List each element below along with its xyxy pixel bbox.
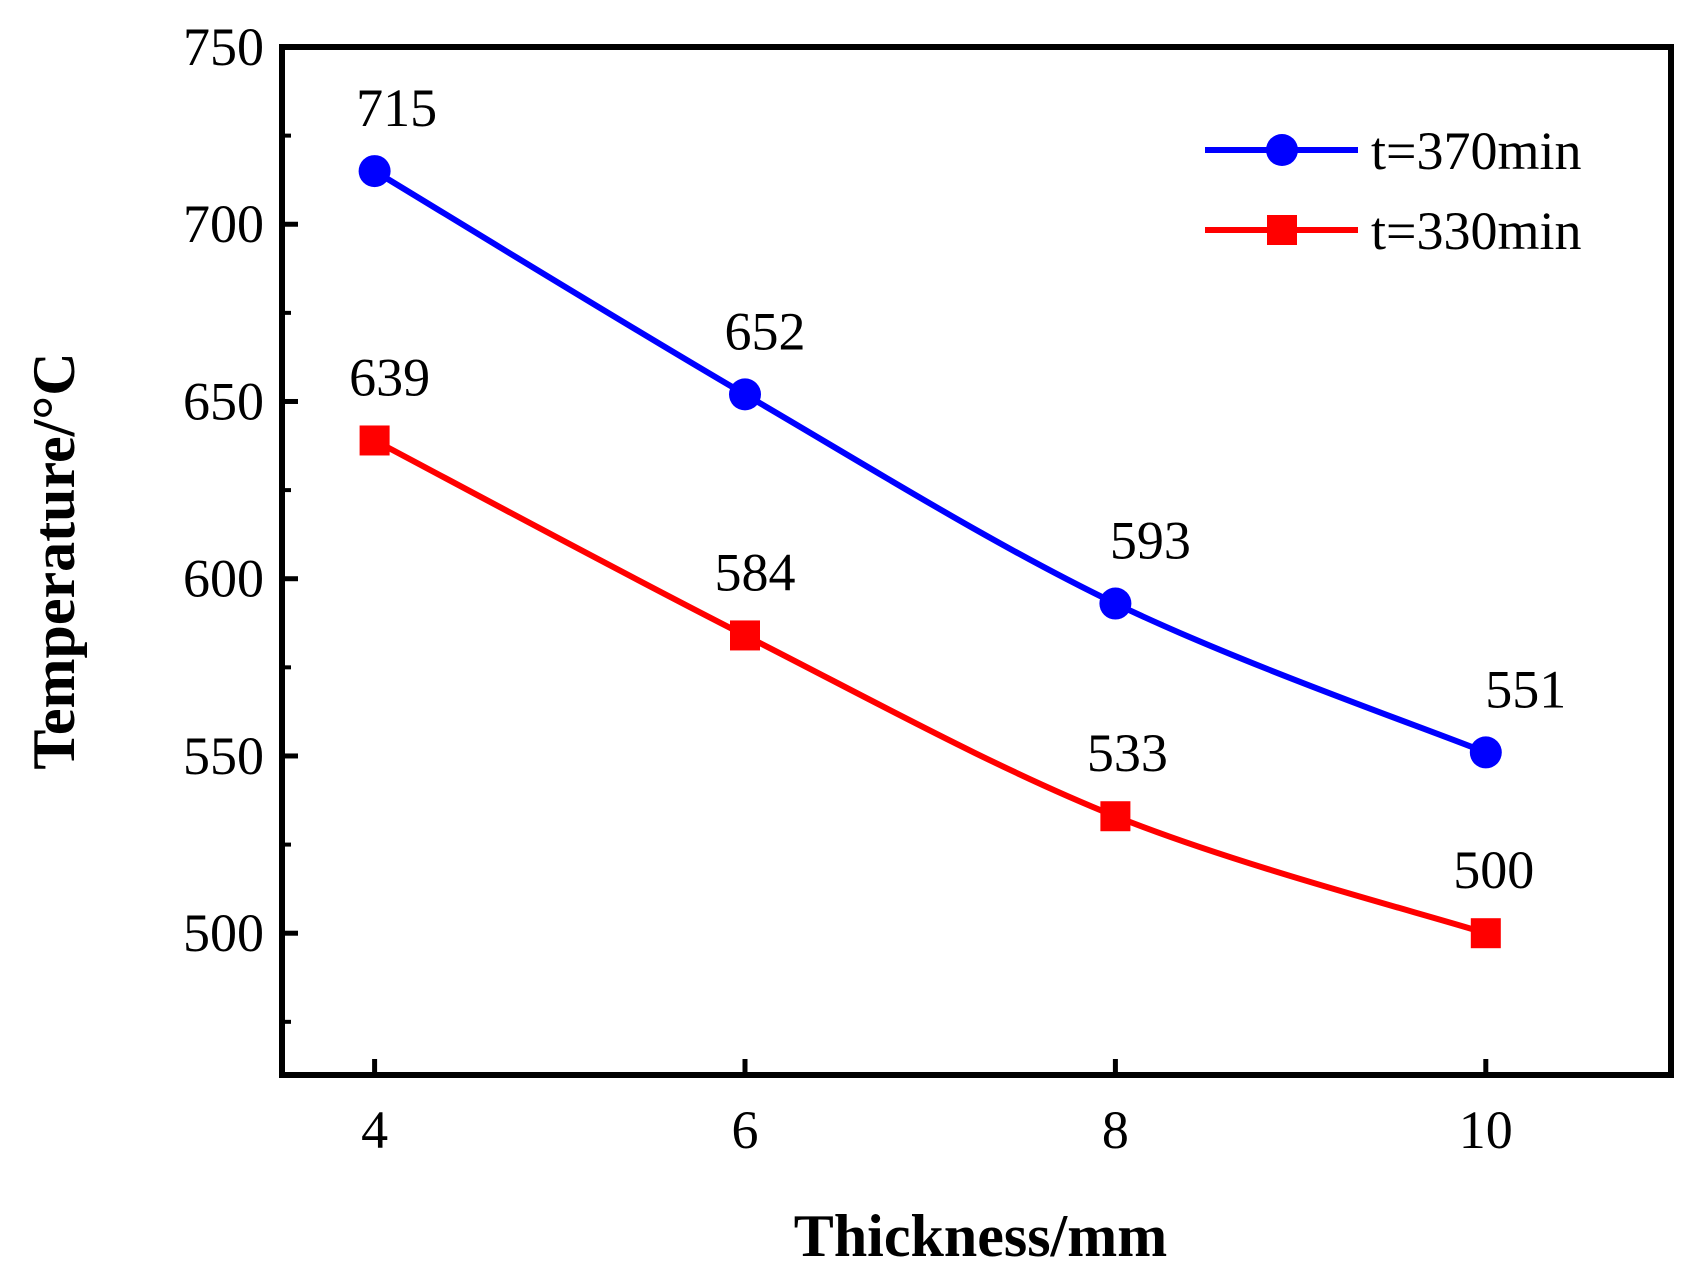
series-1-data-label-1: 584 <box>715 542 796 602</box>
legend-marker-0 <box>1266 134 1298 166</box>
series-layer: 715 652 593 551 639 584 533 500 <box>349 78 1566 949</box>
x-tick-label-0: 4 <box>361 1100 388 1160</box>
series-1-point-3 <box>1470 918 1501 949</box>
series-0-data-label-1: 652 <box>725 301 806 361</box>
legend-label-1: t=330min <box>1371 201 1581 261</box>
legend-label-0: t=370min <box>1371 121 1581 181</box>
x-tick-label-3: 10 <box>1459 1100 1513 1160</box>
legend-marker-1 <box>1267 215 1297 245</box>
series-line-0 <box>373 168 1487 756</box>
series-1-data-label-2: 533 <box>1087 723 1168 783</box>
x-tick-label-2: 8 <box>1102 1100 1129 1160</box>
series-1-point-2 <box>1100 801 1131 832</box>
series-1-point-0 <box>359 425 390 456</box>
y-axis-title: Temperature/°C <box>21 352 87 769</box>
y-tick-label-3: 650 <box>183 371 264 431</box>
series-0-point-0 <box>358 155 391 188</box>
series-0-data-label-3: 551 <box>1485 659 1566 719</box>
series-0-point-2 <box>1099 587 1132 620</box>
y-tick-label-1: 550 <box>183 726 264 786</box>
y-tick-label-2: 600 <box>183 549 264 609</box>
y-tick-label-4: 700 <box>183 194 264 254</box>
series-0-data-label-0: 715 <box>356 78 437 138</box>
series-0-data-label-2: 593 <box>1110 511 1191 571</box>
series-0-point-1 <box>729 378 761 411</box>
series-0-point-3 <box>1469 736 1502 769</box>
x-tick-label-1: 6 <box>732 1100 759 1160</box>
series-1-data-label-3: 500 <box>1453 840 1534 900</box>
y-tick-label-5: 750 <box>183 17 264 77</box>
series-1-data-label-0: 639 <box>349 347 430 407</box>
plot-frame <box>279 44 1674 1078</box>
axes-layer: 500 550 600 650 700 750 4 6 8 10 Thickness/mm Tempe… <box>21 17 1674 1269</box>
y-tick-label-0: 500 <box>183 903 264 963</box>
legend: t=370min t=330min <box>1205 121 1581 261</box>
series-line-1 <box>373 437 1487 937</box>
x-axis-title: Thickness/mm <box>794 1203 1167 1269</box>
series-1-point-1 <box>730 620 760 651</box>
